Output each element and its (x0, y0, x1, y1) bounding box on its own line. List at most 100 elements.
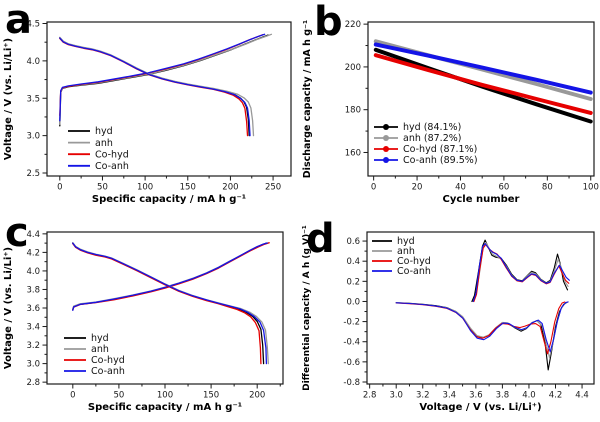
series-hyd-dqdv-discharge (395, 301, 568, 371)
y-axis: 2.8 3.0 3.2 3.4 3.6 3.8 4.0 4.2 4.4 (26, 230, 47, 388)
legend-label: Co-hyd (397, 256, 431, 267)
x-axis: 0 50 100 150 200 (70, 384, 281, 401)
y-tick-label: 3.5 (26, 94, 40, 104)
y-tick-label: 4.2 (26, 248, 40, 258)
x-tick-label: 150 (203, 391, 219, 401)
chart-voltage-vs-capacity-c: 0 50 100 150 200 2.8 3.0 3.2 3.4 3.6 3.8 4.0 4.2 4.4 S… (3, 230, 284, 413)
series-co-hyd-capacity (373, 53, 593, 115)
legend-label: anh (397, 246, 415, 257)
y-axis: -0.8 -0.6 -0.4 -0.2 0.0 0.2 0.4 0.6 (343, 237, 367, 388)
y-tick-label: 4.4 (26, 230, 40, 240)
y-axis-title: Differential capacity / A h (g V)⁻¹ (302, 225, 312, 391)
y-tick-label: 3.4 (26, 323, 40, 333)
x-tick-label: 4.4 (575, 391, 589, 401)
x-tick-label: 50 (97, 183, 108, 193)
legend-label: Co-hyd (91, 355, 125, 366)
series-anh-dqdv-charge (472, 242, 569, 303)
legend-label: anh (87.2%) (403, 133, 461, 144)
series-hyd-dqdv-charge (471, 239, 569, 303)
series-co-anh-dqdv-discharge (395, 301, 569, 353)
series-group (59, 33, 273, 137)
y-tick-label: -0.4 (343, 338, 360, 348)
series-co-anh-discharge (72, 242, 268, 365)
y-tick-label: 0.4 (346, 257, 360, 267)
y-tick-label: 3.0 (26, 132, 40, 142)
x-axis: 0 20 40 60 80 100 (371, 176, 599, 193)
y-tick-label: 200 (345, 63, 361, 73)
x-tick-label: 60 (498, 183, 509, 193)
y-tick-label: 3.8 (26, 285, 40, 295)
legend-swatch-dot (383, 124, 389, 130)
y-tick-label: 3.0 (26, 360, 40, 370)
x-axis: 2.8 3.0 3.2 3.4 3.6 3.8 4.0 4.2 4.4 (363, 384, 589, 401)
y-tick-label: 4.0 (26, 57, 40, 67)
y-tick-label: 0.2 (346, 277, 360, 287)
panel-label-a: a (5, 0, 32, 43)
legend-swatch-dot (383, 146, 389, 152)
y-tick-label: 4.0 (26, 267, 40, 277)
x-tick-label: 0 (57, 183, 62, 193)
y-tick-label: 180 (345, 106, 361, 116)
series-anh-charge (72, 242, 269, 310)
x-axis-title: Specific capacity / mA h g⁻¹ (92, 194, 246, 205)
x-tick-label: 4.2 (549, 391, 563, 401)
plot-border (46, 231, 284, 385)
x-tick-label: 50 (113, 391, 124, 401)
legend: hyd (84.1%)anh (87.2%)Co-hyd (87.1%)Co-a… (374, 122, 478, 166)
y-tick-label: 4.5 (26, 19, 40, 29)
legend-label: hyd (397, 236, 415, 247)
chart-differential-capacity-d: 2.8 3.0 3.2 3.4 3.6 3.8 4.0 4.2 4.4-0.8-0.6-0.4-… (302, 225, 595, 413)
panel-c: c 0 50 100 150 200 2.8 3.0 3.2 3.4 3.6 3.8 4.0 4.2 4.… (0, 211, 300, 422)
series-co-anh-dqdv-charge (472, 243, 570, 303)
legend-label: Co-anh (95, 161, 129, 172)
panel-b: b 0 20 40 60 80 100 160 180 200 220 Cycle number Di… (300, 0, 600, 211)
legend-label: hyd (91, 333, 109, 344)
y-tick-label: 0.6 (346, 237, 360, 247)
y-tick-label: -0.2 (343, 318, 360, 328)
x-tick-label: 40 (455, 183, 466, 193)
legend-label: anh (95, 138, 113, 149)
y-tick-label: 3.2 (26, 341, 40, 351)
x-tick-label: 2.8 (363, 391, 377, 401)
x-tick-label: 0 (70, 391, 75, 401)
panel-d: d 2.8 3.0 3.2 3.4 3.6 3.8 4.0 4.2 4.4 -0.8 -0.6 -0.… (300, 211, 600, 422)
x-tick-label: 250 (265, 183, 281, 193)
series-co-hyd-dqdv-discharge (395, 301, 566, 355)
plot-border (367, 21, 595, 177)
y-axis-title: Discharge capacity / mA h g⁻¹ (302, 20, 313, 178)
panel-a: a 0 50 100 150 200 250 2.5 3.0 3.5 4.0 4.5 Specific… (0, 0, 300, 211)
series-group (395, 239, 570, 371)
y-axis: 160 180 200 220 (345, 20, 368, 158)
legend-label: Co-anh (89.5%) (403, 155, 478, 166)
panel-label-c: c (5, 211, 29, 256)
legend-label: hyd (95, 126, 113, 137)
x-tick-label: 3.0 (389, 391, 403, 401)
y-tick-label: 0.0 (346, 297, 360, 307)
plot-border (366, 231, 595, 385)
x-tick-label: 100 (583, 183, 599, 193)
legend-label: hyd (84.1%) (403, 122, 461, 133)
series-group (373, 39, 593, 124)
series-co-anh-charge (59, 33, 266, 122)
x-tick-label: 80 (542, 183, 553, 193)
y-axis: 2.5 3.0 3.5 4.0 4.5 (26, 19, 47, 179)
x-tick-label: 200 (249, 391, 265, 401)
y-axis-title: Voltage / V (vs. Li/Li⁺) (3, 38, 14, 160)
plot-border (46, 21, 292, 177)
legend-label: Co-hyd (95, 149, 129, 160)
y-tick-label: 2.8 (26, 378, 40, 388)
x-tick-label: 3.2 (416, 391, 430, 401)
series-co-anh-capacity (373, 42, 593, 95)
x-tick-label: 20 (412, 183, 423, 193)
legend-label: Co-hyd (87.1%) (403, 144, 477, 155)
x-axis-title: Cycle number (442, 194, 519, 205)
legend-swatch-dot (383, 135, 389, 141)
chart-cycling-stability-b: 0 20 40 60 80 100 160 180 200 220 Cycle number Disc… (302, 20, 599, 205)
chart-voltage-vs-capacity-a: 0 50 100 150 200 250 2.5 3.0 3.5 4.0 4.5 Specific c… (3, 19, 292, 205)
x-tick-label: 3.8 (496, 391, 510, 401)
y-tick-label: 3.6 (26, 304, 40, 314)
x-tick-label: 4.0 (522, 391, 536, 401)
